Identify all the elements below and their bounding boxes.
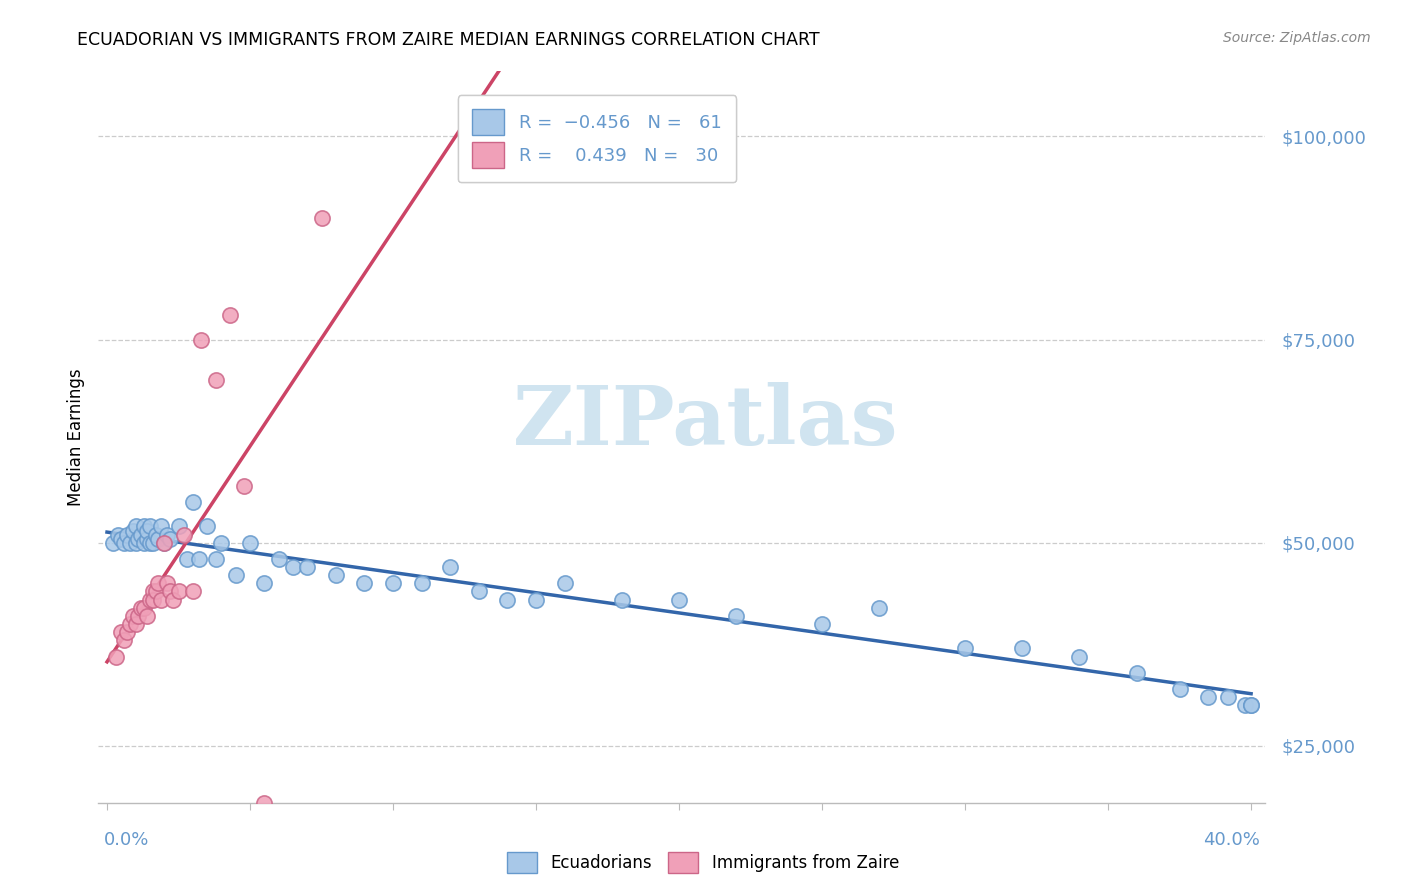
Point — [382, 576, 405, 591]
Point — [610, 592, 633, 607]
Point — [156, 576, 179, 591]
Text: 40.0%: 40.0% — [1202, 831, 1260, 849]
Point — [167, 519, 190, 533]
Point — [139, 592, 162, 607]
Point — [311, 211, 333, 225]
Point — [297, 560, 319, 574]
Point — [110, 532, 132, 546]
Point — [101, 535, 124, 549]
Point — [104, 649, 127, 664]
Point — [124, 519, 146, 533]
Point — [115, 625, 138, 640]
Point — [1240, 698, 1263, 713]
Point — [121, 608, 143, 623]
Point — [159, 584, 181, 599]
Point — [145, 584, 167, 599]
Point — [496, 592, 519, 607]
Point — [181, 584, 204, 599]
Point — [115, 527, 138, 541]
Point — [134, 600, 156, 615]
Point — [107, 527, 129, 541]
Point — [156, 527, 179, 541]
Point — [668, 592, 690, 607]
Legend: R =  −0.456   N =   61, R =    0.439   N =   30: R = −0.456 N = 61, R = 0.439 N = 30 — [457, 95, 737, 182]
Point — [153, 535, 176, 549]
Point — [325, 568, 347, 582]
Point — [153, 535, 176, 549]
Point — [159, 532, 181, 546]
Point — [142, 592, 165, 607]
Point — [524, 592, 547, 607]
Point — [1125, 665, 1147, 680]
Point — [267, 552, 290, 566]
Point — [148, 532, 170, 546]
Point — [411, 576, 433, 591]
Point — [162, 592, 184, 607]
Point — [131, 600, 153, 615]
Point — [1069, 649, 1091, 664]
Point — [181, 495, 204, 509]
Point — [439, 560, 461, 574]
Y-axis label: Median Earnings: Median Earnings — [66, 368, 84, 506]
Point — [134, 535, 156, 549]
Point — [136, 532, 159, 546]
Point — [1240, 698, 1263, 713]
Point — [136, 524, 159, 538]
Text: ZIPatlas: ZIPatlas — [513, 383, 898, 462]
Legend: Ecuadorians, Immigrants from Zaire: Ecuadorians, Immigrants from Zaire — [501, 846, 905, 880]
Point — [142, 584, 165, 599]
Point — [1168, 681, 1191, 696]
Text: ECUADORIAN VS IMMIGRANTS FROM ZAIRE MEDIAN EARNINGS CORRELATION CHART: ECUADORIAN VS IMMIGRANTS FROM ZAIRE MEDI… — [77, 31, 820, 49]
Point — [1197, 690, 1219, 705]
Point — [112, 633, 135, 648]
Point — [176, 552, 198, 566]
Point — [142, 535, 165, 549]
Point — [139, 519, 162, 533]
Point — [118, 535, 141, 549]
Point — [110, 625, 132, 640]
Point — [811, 617, 834, 632]
Point — [118, 617, 141, 632]
Point — [953, 641, 976, 656]
Point — [112, 535, 135, 549]
Point — [187, 552, 209, 566]
Point — [253, 796, 276, 810]
Point — [233, 479, 256, 493]
Point — [127, 608, 149, 623]
Point — [127, 532, 149, 546]
Point — [1234, 698, 1257, 713]
Point — [150, 592, 173, 607]
Point — [173, 527, 195, 541]
Point — [281, 560, 304, 574]
Point — [204, 373, 226, 387]
Text: Source: ZipAtlas.com: Source: ZipAtlas.com — [1223, 31, 1371, 45]
Point — [219, 308, 242, 322]
Point — [150, 519, 173, 533]
Point — [190, 333, 212, 347]
Point — [124, 535, 146, 549]
Point — [124, 617, 146, 632]
Point — [131, 527, 153, 541]
Point — [253, 576, 276, 591]
Point — [554, 576, 576, 591]
Point — [134, 519, 156, 533]
Text: 0.0%: 0.0% — [104, 831, 149, 849]
Point — [145, 527, 167, 541]
Point — [121, 524, 143, 538]
Point — [167, 584, 190, 599]
Point — [195, 519, 218, 533]
Point — [468, 584, 491, 599]
Point — [353, 576, 375, 591]
Point — [1218, 690, 1240, 705]
Point — [725, 608, 748, 623]
Point — [225, 568, 247, 582]
Point — [136, 608, 159, 623]
Point — [209, 535, 232, 549]
Point — [204, 552, 226, 566]
Point — [868, 600, 890, 615]
Point — [139, 535, 162, 549]
Point — [1011, 641, 1033, 656]
Point — [239, 535, 262, 549]
Point — [148, 576, 170, 591]
